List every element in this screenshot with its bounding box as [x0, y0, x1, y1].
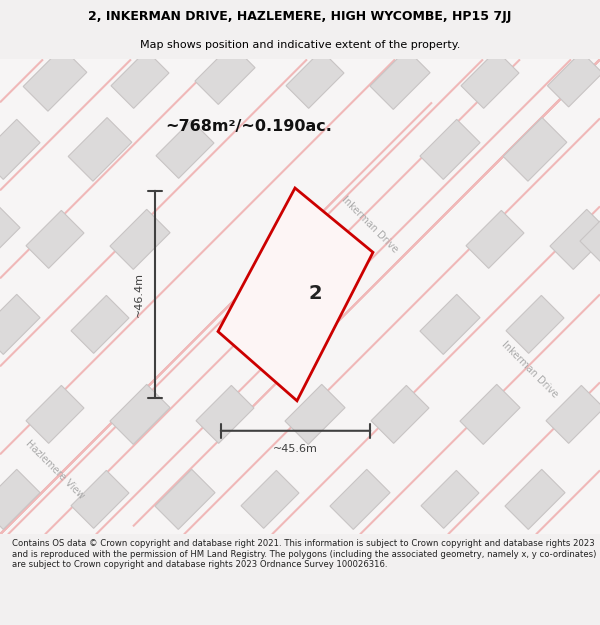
Polygon shape	[218, 188, 373, 401]
Polygon shape	[110, 384, 170, 444]
Polygon shape	[0, 469, 40, 529]
Polygon shape	[23, 48, 87, 111]
Polygon shape	[546, 386, 600, 443]
Text: 2, INKERMAN DRIVE, HAZLEMERE, HIGH WYCOMBE, HP15 7JJ: 2, INKERMAN DRIVE, HAZLEMERE, HIGH WYCOM…	[88, 10, 512, 23]
Polygon shape	[26, 211, 84, 268]
Text: 2: 2	[309, 284, 323, 302]
Text: Map shows position and indicative extent of the property.: Map shows position and indicative extent…	[140, 39, 460, 49]
Polygon shape	[286, 51, 344, 108]
Text: ~46.4m: ~46.4m	[134, 272, 144, 317]
Polygon shape	[505, 469, 565, 529]
Polygon shape	[0, 204, 20, 264]
Polygon shape	[111, 51, 169, 108]
Polygon shape	[195, 44, 255, 104]
Text: ~768m²/~0.190ac.: ~768m²/~0.190ac.	[165, 119, 332, 134]
Polygon shape	[0, 294, 40, 354]
Polygon shape	[110, 209, 170, 269]
Polygon shape	[371, 386, 429, 443]
Polygon shape	[71, 296, 129, 353]
Polygon shape	[26, 386, 84, 443]
Polygon shape	[461, 51, 519, 108]
Polygon shape	[503, 118, 567, 181]
Polygon shape	[421, 471, 479, 528]
Polygon shape	[156, 121, 214, 178]
Text: Inkerman Drive: Inkerman Drive	[340, 194, 400, 254]
Text: Hazlemere View: Hazlemere View	[23, 438, 86, 501]
Text: Inkerman Drive: Inkerman Drive	[500, 339, 560, 399]
Text: Contains OS data © Crown copyright and database right 2021. This information is : Contains OS data © Crown copyright and d…	[12, 539, 596, 569]
Polygon shape	[420, 294, 480, 354]
Polygon shape	[196, 386, 254, 443]
Polygon shape	[68, 118, 132, 181]
Text: ~45.6m: ~45.6m	[273, 444, 318, 454]
Polygon shape	[370, 49, 430, 109]
Polygon shape	[155, 469, 215, 529]
Polygon shape	[580, 204, 600, 264]
Polygon shape	[547, 52, 600, 107]
Polygon shape	[0, 119, 40, 179]
Polygon shape	[330, 469, 390, 529]
Polygon shape	[506, 296, 564, 353]
Polygon shape	[420, 119, 480, 179]
Polygon shape	[460, 384, 520, 444]
Polygon shape	[550, 209, 600, 269]
Polygon shape	[285, 384, 345, 444]
Polygon shape	[466, 211, 524, 268]
Polygon shape	[71, 471, 129, 528]
Polygon shape	[241, 471, 299, 528]
